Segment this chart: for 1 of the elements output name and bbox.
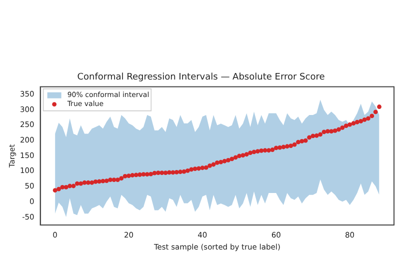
chart-title: Conformal Regression Intervals — Absolute Error Score bbox=[77, 72, 326, 83]
